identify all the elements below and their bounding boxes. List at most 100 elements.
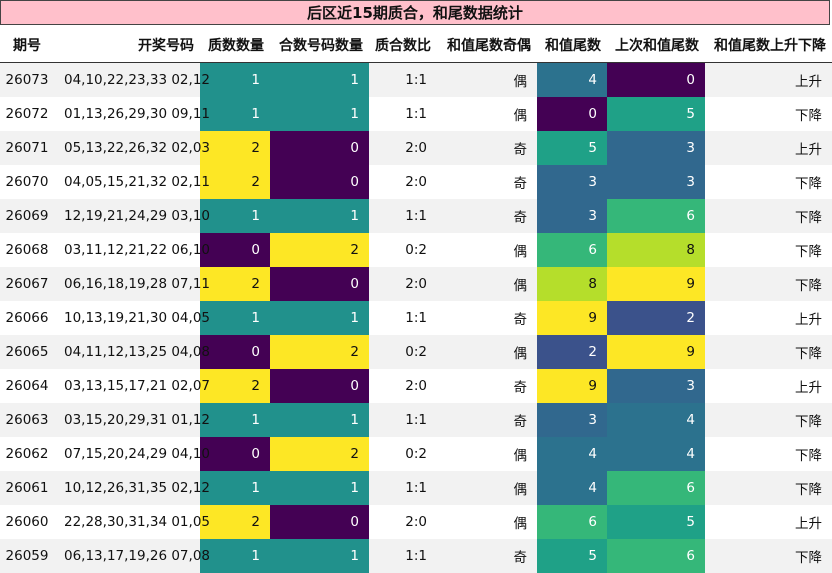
cell-ratio: 1:1: [369, 301, 437, 335]
cell-parity: 偶: [437, 437, 537, 471]
cell-numbers: 10,13,19,21,30 04,05: [54, 301, 210, 335]
cell-issue: 26063: [0, 403, 54, 437]
table-row: 26073 04,10,22,23,33 02,12 1 1 1:1 偶 4 0 上升: [0, 62, 832, 97]
cell-sum-tail: 2: [537, 335, 607, 369]
cell-prev-sum-tail: 5: [607, 505, 705, 539]
cell-numbers: 04,11,12,13,25 04,08: [54, 335, 210, 369]
cell-prev-sum-tail: 4: [607, 437, 705, 471]
cell-sum-tail: 4: [537, 437, 607, 471]
cell-numbers: 04,05,15,21,32 02,11: [54, 165, 210, 199]
header-composite-count: 合数号码数量: [270, 28, 369, 63]
cell-issue: 26060: [0, 505, 54, 539]
cell-prime-count: 1: [200, 199, 270, 233]
cell-parity: 偶: [437, 267, 537, 301]
table-row: 26072 01,13,26,29,30 09,11 1 1 1:1 偶 0 5 下降: [0, 97, 832, 131]
cell-prime-count: 2: [200, 165, 270, 199]
cell-ratio: 1:1: [369, 62, 437, 97]
cell-parity: 偶: [437, 471, 537, 505]
cell-numbers: 07,15,20,24,29 04,10: [54, 437, 210, 471]
cell-ratio: 0:2: [369, 233, 437, 267]
cell-issue: 26073: [0, 62, 54, 97]
cell-prev-sum-tail: 3: [607, 131, 705, 165]
cell-trend: 下降: [705, 471, 832, 505]
cell-trend: 下降: [705, 165, 832, 199]
cell-sum-tail: 6: [537, 505, 607, 539]
header-prime-count: 质数数量: [200, 28, 270, 63]
cell-ratio: 0:2: [369, 437, 437, 471]
cell-ratio: 2:0: [369, 369, 437, 403]
cell-composite-count: 0: [270, 131, 369, 165]
table-row: 26071 05,13,22,26,32 02,03 2 0 2:0 奇 5 3 上升: [0, 131, 832, 165]
cell-trend: 下降: [705, 233, 832, 267]
cell-issue: 26062: [0, 437, 54, 471]
cell-sum-tail: 9: [537, 369, 607, 403]
cell-prime-count: 2: [200, 267, 270, 301]
table-row: 26064 03,13,15,17,21 02,07 2 0 2:0 奇 9 3 上升: [0, 369, 832, 403]
cell-parity: 偶: [437, 97, 537, 131]
cell-parity: 奇: [437, 131, 537, 165]
cell-numbers: 03,15,20,29,31 01,12: [54, 403, 210, 437]
cell-trend: 下降: [705, 267, 832, 301]
header-issue: 期号: [0, 28, 54, 63]
table-row: 26068 03,11,12,21,22 06,10 0 2 0:2 偶 6 8 下降: [0, 233, 832, 267]
cell-numbers: 10,12,26,31,35 02,12: [54, 471, 210, 505]
cell-trend: 下降: [705, 97, 832, 131]
cell-numbers: 06,16,18,19,28 07,11: [54, 267, 210, 301]
cell-numbers: 03,11,12,21,22 06,10: [54, 233, 210, 267]
cell-prev-sum-tail: 9: [607, 335, 705, 369]
header-numbers: 开奖号码: [54, 28, 200, 63]
cell-prime-count: 0: [200, 437, 270, 471]
cell-issue: 26068: [0, 233, 54, 267]
cell-prime-count: 2: [200, 505, 270, 539]
header-sum-tail: 和值尾数: [537, 28, 607, 63]
cell-parity: 奇: [437, 539, 537, 573]
cell-numbers: 04,10,22,23,33 02,12: [54, 62, 210, 97]
header-parity: 和值尾数奇偶: [437, 28, 537, 63]
cell-prime-count: 1: [200, 539, 270, 573]
cell-trend: 上升: [705, 131, 832, 165]
cell-prev-sum-tail: 5: [607, 97, 705, 131]
cell-ratio: 2:0: [369, 505, 437, 539]
cell-composite-count: 1: [270, 62, 369, 97]
cell-trend: 下降: [705, 403, 832, 437]
cell-ratio: 2:0: [369, 165, 437, 199]
cell-sum-tail: 4: [537, 471, 607, 505]
table-row: 26063 03,15,20,29,31 01,12 1 1 1:1 奇 3 4 下降: [0, 403, 832, 437]
cell-prime-count: 1: [200, 471, 270, 505]
cell-prev-sum-tail: 3: [607, 165, 705, 199]
table-row: 26065 04,11,12,13,25 04,08 0 2 0:2 偶 2 9 下降: [0, 335, 832, 369]
cell-trend: 下降: [705, 199, 832, 233]
cell-trend: 上升: [705, 301, 832, 335]
cell-composite-count: 1: [270, 403, 369, 437]
cell-numbers: 12,19,21,24,29 03,10: [54, 199, 210, 233]
cell-trend: 上升: [705, 369, 832, 403]
cell-issue: 26070: [0, 165, 54, 199]
cell-prime-count: 2: [200, 369, 270, 403]
cell-ratio: 0:2: [369, 335, 437, 369]
cell-composite-count: 0: [270, 165, 369, 199]
cell-parity: 偶: [437, 233, 537, 267]
header-row: 期号 开奖号码 质数数量 合数号码数量 质合数比 和值尾数奇偶 和值尾数 上次和…: [0, 28, 832, 63]
cell-trend: 上升: [705, 62, 832, 97]
cell-numbers: 05,13,22,26,32 02,03: [54, 131, 210, 165]
cell-prev-sum-tail: 9: [607, 267, 705, 301]
cell-issue: 26064: [0, 369, 54, 403]
cell-issue: 26065: [0, 335, 54, 369]
cell-prev-sum-tail: 2: [607, 301, 705, 335]
cell-prev-sum-tail: 6: [607, 471, 705, 505]
cell-trend: 下降: [705, 539, 832, 573]
table-title: 后区近15期质合，和尾数据统计: [0, 0, 830, 25]
cell-parity: 奇: [437, 301, 537, 335]
cell-sum-tail: 5: [537, 131, 607, 165]
cell-prev-sum-tail: 6: [607, 539, 705, 573]
cell-ratio: 1:1: [369, 403, 437, 437]
cell-numbers: 03,13,15,17,21 02,07: [54, 369, 210, 403]
cell-prime-count: 1: [200, 62, 270, 97]
cell-ratio: 1:1: [369, 97, 437, 131]
cell-parity: 偶: [437, 62, 537, 97]
cell-composite-count: 0: [270, 267, 369, 301]
table-row: 26066 10,13,19,21,30 04,05 1 1 1:1 奇 9 2 上升: [0, 301, 832, 335]
header-prev-sum-tail: 上次和值尾数: [607, 28, 705, 63]
cell-issue: 26066: [0, 301, 54, 335]
